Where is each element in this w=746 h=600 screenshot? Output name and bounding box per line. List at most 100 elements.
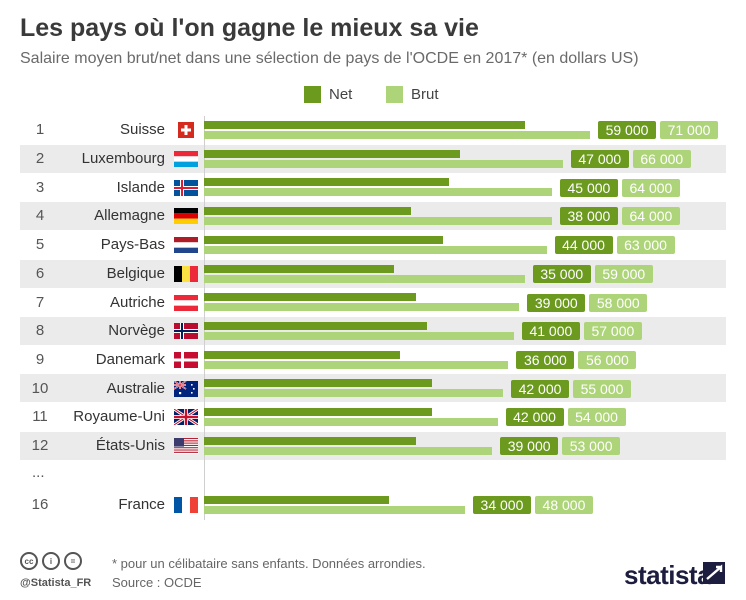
country-label: Autriche [109,293,165,311]
bar-brut [204,217,552,226]
bar-brut [204,418,498,426]
rank-label: 9 [35,350,45,368]
value-label-net: 42 000 [511,379,569,398]
rank-label: 1 [35,121,45,139]
bar-net [204,235,444,244]
country-label: Danemark [95,350,165,368]
legend-item-net: Net [304,86,352,103]
rank-label: 16 [31,496,49,514]
legend-label-net: Net [329,86,353,103]
country-label: Royaume-Uni [73,408,165,426]
flag-no-icon [174,323,198,340]
bar-brut [204,331,514,340]
flag-be-icon [174,265,198,282]
value-label-brut: 53 000 [562,437,621,456]
value-label-brut: 59 000 [594,264,653,283]
value-label-brut: 57 000 [583,322,642,341]
bar-brut [204,446,493,455]
country-label: Belgique [106,264,165,282]
value-label-brut: 55 000 [573,379,631,398]
value-label-brut: 66 000 [632,150,691,169]
flag-is-icon [174,179,198,196]
rank-label: 4 [35,207,45,225]
flag-ch-icon [174,122,198,139]
value-label-net: 36 000 [516,350,575,369]
bar-net [204,264,395,273]
chart-area: 1 Suisse 59 000 71 000 2 Luxembourg 47 000 66 0… [20,116,726,536]
value-label-brut: 48 000 [534,496,593,515]
value-label-net: 59 000 [598,121,656,140]
footnote: * pour un célibataire sans enfants. Donn… [112,556,426,571]
bar-net [204,178,449,187]
rank-label: 8 [35,322,45,340]
value-label-net: 44 000 [554,236,613,255]
flag-gb-icon [173,408,199,427]
source-note: Source : OCDE [112,575,202,590]
brand-logo-icon [703,562,725,584]
country-label: Allemagne [94,207,165,225]
ellipsis-gap: ... [32,464,45,482]
country-label: Islande [116,178,165,196]
country-label: Suisse [119,121,165,139]
rank-label: 6 [35,264,45,282]
bar-brut [204,389,503,398]
flag-us-icon [174,438,198,455]
legend-swatch-net [304,86,321,103]
country-label: Australie [106,379,165,397]
legend-item-brut: Brut [386,86,439,103]
bar-net [204,293,417,302]
value-label-net: 38 000 [559,207,618,226]
legend-label-brut: Brut [411,86,439,103]
country-label: France [118,496,165,514]
bar-net [204,321,427,330]
bar-net [204,207,411,216]
value-label-brut: 63 000 [616,236,675,255]
value-label-net: 45 000 [559,178,618,197]
bar-net [204,496,389,505]
bar-net [204,408,433,416]
bar-net [204,149,460,158]
rank-label: 10 [31,379,49,397]
value-label-net: 34 000 [472,496,531,515]
value-label-net: 39 000 [527,293,586,312]
chart-subtitle: Salaire moyen brut/net dans une sélectio… [20,50,639,67]
bar-net [204,379,433,388]
bar-net [204,121,525,129]
flag-fr-icon [174,497,198,514]
bar-brut [204,274,525,283]
cc-icon: cc [20,552,38,570]
brand-logo-text: statista [624,560,712,590]
bar-brut [204,360,509,369]
by-icon: i [42,552,60,570]
legend-swatch-brut [386,86,403,103]
bar-brut [204,131,590,139]
bar-net [204,436,417,445]
value-label-net: 41 000 [521,322,580,341]
flag-lu-icon [174,151,198,168]
value-label-brut: 56 000 [578,350,637,369]
rank-label: 7 [35,293,45,311]
rank-label: 11 [32,408,48,426]
social-handle: @Statista_FR [20,577,92,589]
bar-brut [204,303,520,312]
value-label-brut: 58 000 [589,293,648,312]
axis-baseline [204,116,205,520]
bar-brut [204,245,547,254]
bar-brut [204,188,552,197]
country-label: Pays-Bas [100,236,165,254]
value-label-net: 47 000 [570,150,629,169]
country-label: États-Unis [95,437,165,455]
rank-label: 12 [31,437,49,455]
country-label: Luxembourg [81,150,165,168]
rank-label: 5 [35,236,45,254]
value-label-brut: 64 000 [621,207,680,226]
nd-icon: = [64,552,82,570]
footer: cc i = @Statista_FR * pour un célibatair… [0,540,746,600]
value-label-net: 35 000 [532,264,591,283]
value-label-net: 42 000 [505,408,564,427]
bar-brut [204,506,465,515]
flag-dk-icon [174,351,198,368]
flag-at-icon [174,294,198,311]
rank-label: 2 [35,150,45,168]
legend: Net Brut [0,86,746,106]
